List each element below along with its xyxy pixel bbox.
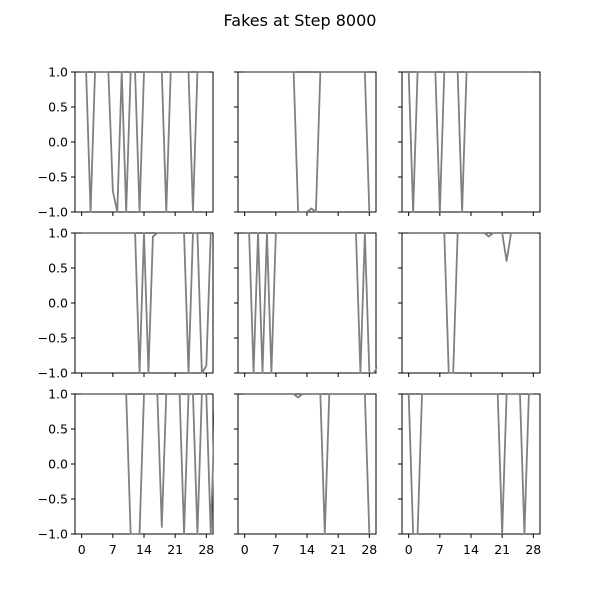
- y-tick-label: −1.0: [38, 205, 68, 220]
- y-tick-label: 0.0: [48, 457, 68, 472]
- y-tick-label: 0.5: [48, 100, 68, 115]
- series-line: [81, 393, 214, 535]
- x-tick-label: 28: [198, 542, 214, 557]
- x-tick-label: 14: [299, 542, 315, 557]
- y-tick-label: 0.5: [48, 261, 68, 276]
- axes-frame: [237, 393, 377, 535]
- x-tick-label: 21: [494, 542, 510, 557]
- y-tick-label: −0.5: [38, 331, 68, 346]
- series-line: [244, 232, 377, 374]
- series-line: [244, 393, 371, 535]
- series-line: [407, 71, 534, 213]
- subplot-2-2: [234, 232, 377, 377]
- series-line: [407, 393, 534, 535]
- x-tick-label: 21: [167, 542, 183, 557]
- series-line: [81, 71, 207, 213]
- x-tick-label: 28: [361, 542, 377, 557]
- y-tick-label: 0.0: [48, 296, 68, 311]
- x-tick-label: 7: [272, 542, 280, 557]
- series-line: [81, 232, 212, 374]
- axes-frame: [401, 393, 541, 535]
- subplot-1-1: −1.0 −0.5 0.0 0.5 1.0: [38, 65, 214, 220]
- figure-title: Fakes at Step 8000: [224, 11, 377, 30]
- subplot-1-2: [234, 71, 377, 216]
- subplot-3-1: −1.0 −0.5 0.0 0.5 1.0 0 7 14 21 28: [38, 387, 215, 558]
- x-tick-label: 28: [525, 542, 541, 557]
- y-tick-label: 1.0: [48, 226, 68, 241]
- axes-frame: [237, 71, 377, 213]
- series-line: [408, 232, 538, 374]
- y-tick-label: −1.0: [38, 366, 68, 381]
- axes-frame: [401, 71, 541, 213]
- y-tick-label: −0.5: [38, 170, 68, 185]
- x-tick-label: 0: [405, 542, 413, 557]
- y-tick-label: −0.5: [38, 492, 68, 507]
- x-tick-label: 21: [330, 542, 346, 557]
- x-tick-label: 0: [241, 542, 249, 557]
- x-tick-label: 7: [109, 542, 117, 557]
- y-tick-label: 1.0: [48, 387, 68, 402]
- x-tick-label: 0: [78, 542, 86, 557]
- x-tick-label: 14: [136, 542, 152, 557]
- x-tick-label: 7: [436, 542, 444, 557]
- subplot-2-3: [398, 232, 541, 377]
- axes-frame: [401, 232, 541, 374]
- subplot-3-3: 0 7 14 21 28: [398, 393, 541, 557]
- subplot-1-3: [398, 71, 541, 216]
- subplot-2-1: −1.0 −0.5 0.0 0.5 1.0: [38, 226, 214, 381]
- x-tick-label: 14: [463, 542, 479, 557]
- y-tick-label: 0.0: [48, 135, 68, 150]
- y-tick-label: −1.0: [38, 527, 68, 542]
- subplot-3-2: 0 7 14 21 28: [234, 393, 377, 557]
- y-tick-label: 1.0: [48, 65, 68, 80]
- subplot-grid: −1.0 −0.5 0.0 0.5 1.0 −1.0 −0.5 0.0 0.5 1.0 −1.0 −0…: [38, 65, 542, 558]
- y-tick-label: 0.5: [48, 422, 68, 437]
